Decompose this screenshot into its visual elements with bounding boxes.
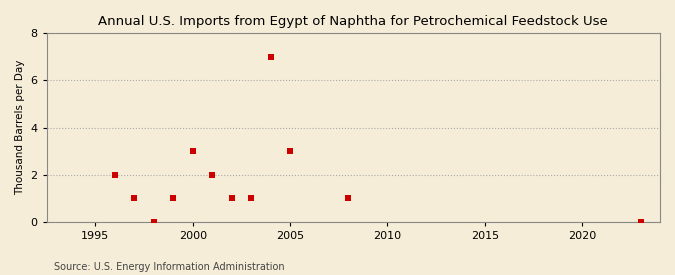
Point xyxy=(109,172,120,177)
Point xyxy=(188,149,198,153)
Point xyxy=(207,172,217,177)
Point xyxy=(635,219,646,224)
Point xyxy=(148,219,159,224)
Title: Annual U.S. Imports from Egypt of Naphtha for Petrochemical Feedstock Use: Annual U.S. Imports from Egypt of Naphth… xyxy=(99,15,608,28)
Y-axis label: Thousand Barrels per Day: Thousand Barrels per Day xyxy=(15,60,25,195)
Point xyxy=(285,149,296,153)
Text: Source: U.S. Energy Information Administration: Source: U.S. Energy Information Administ… xyxy=(54,262,285,272)
Point xyxy=(246,196,256,200)
Point xyxy=(343,196,354,200)
Point xyxy=(129,196,140,200)
Point xyxy=(168,196,179,200)
Point xyxy=(226,196,237,200)
Point xyxy=(265,55,276,59)
